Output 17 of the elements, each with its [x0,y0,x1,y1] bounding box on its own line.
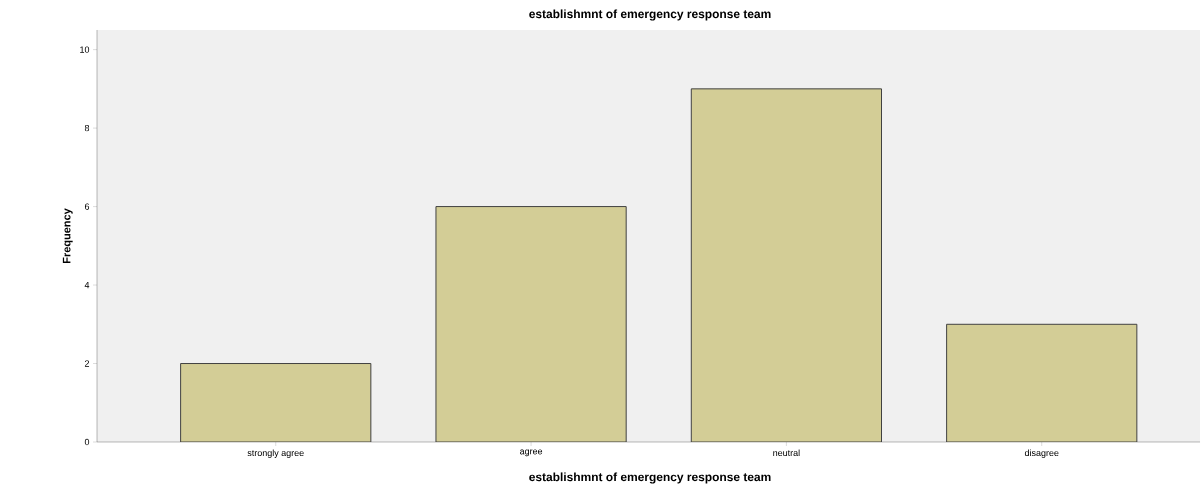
bar [690,88,883,442]
x-tick-label: disagree [1024,449,1059,458]
y-tick-label: 0 [84,438,90,446]
bar [435,206,627,442]
y-tick-label: 8 [84,124,90,132]
bar [180,363,372,442]
y-tick-label: 10 [80,46,90,53]
y-tick-label: 2 [84,360,90,367]
y-tick-label: 6 [84,203,90,210]
x-tick-label: neutral [773,449,800,457]
x-tick-label: agree [519,449,543,457]
x-tick-label: strongly agree [247,449,304,458]
chart-title: establishmnt of emergency response team [529,9,771,21]
y-tick-label: 4 [84,281,90,289]
bar [946,323,1138,442]
y-axis-title: Frequency [62,208,73,263]
x-axis-title: establishmnt of emergency response team [529,472,771,484]
